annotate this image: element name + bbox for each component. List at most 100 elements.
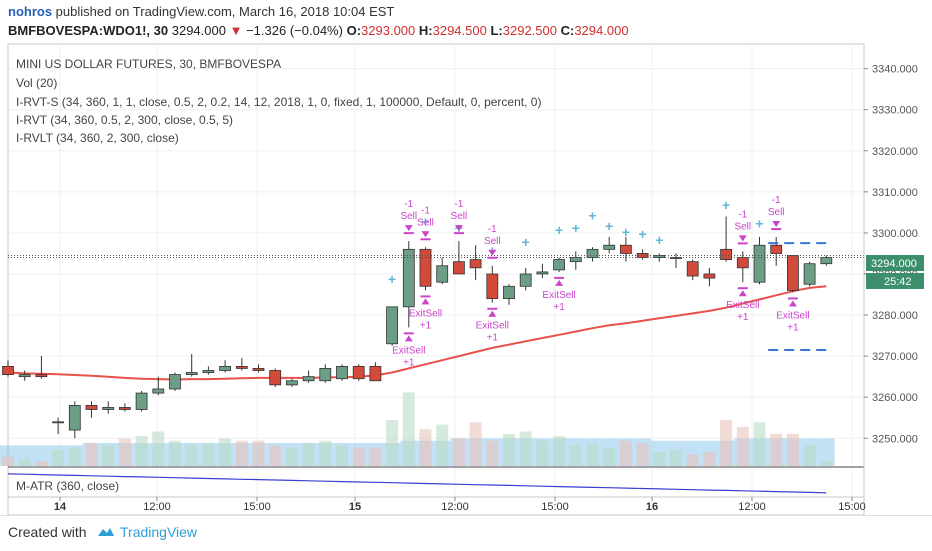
footer: Created with TradingView [0,515,932,551]
sell-signal-qty: -1 [454,199,463,210]
close-value: 3294.000 [574,23,629,38]
volume-bar [786,433,799,466]
exit-signal-qty: +1 [420,320,432,331]
candle-body [803,263,816,285]
price-tick-label: 3330.000 [872,105,918,117]
exit-signal-label: ExitSell [542,290,575,301]
candle-body [553,259,565,271]
volume-bar [536,440,549,466]
candle-body [152,388,165,394]
candle-body [336,365,348,380]
exit-signal-label: ExitSell [726,300,759,311]
buy-marker-icon: + [722,197,730,213]
tradingview-link[interactable]: TradingView [120,524,198,540]
legend-series-title[interactable]: MINI US DOLLAR FUTURES, 30, BMFBOVESPA [16,57,281,71]
legend-atr[interactable]: M-ATR (360, close) [16,479,119,493]
time-tick-label: 12:00 [738,501,766,513]
candle-body [85,404,98,410]
candle-body [102,407,115,410]
candle-body [636,253,649,258]
candle-body [503,285,515,300]
exit-arrow-icon [488,310,497,317]
legend-volume[interactable]: Vol (20) [16,76,57,90]
time-axis[interactable]: 14 12:00 15:00 15 12:00 15:00 16 12:00 15:00 [8,496,866,513]
candle-body [586,248,599,258]
volume-bar [285,447,298,466]
author-name[interactable]: nohros [8,4,53,19]
sell-signal-label: Sell [417,217,434,228]
time-tick-label: 12:00 [441,501,469,513]
time-tick-label: 15 [349,501,361,513]
grid-lines [8,44,864,515]
down-arrow-icon: ▼ [229,23,243,38]
candle-body [703,273,716,279]
candle-body [269,370,282,386]
created-with-text: Created with [8,524,87,540]
sell-signal-label: Sell [768,207,785,218]
candle-body [68,404,81,431]
exit-signal-label: ExitSell [392,345,425,356]
volume-bar [770,433,783,466]
candle-body [2,365,14,375]
exit-signal-qty: +1 [553,302,565,313]
candle-body [603,244,616,250]
candle-body [536,271,549,275]
volume-bar [118,438,131,466]
atr-line [7,473,827,494]
exit-signal-label: ExitSell [776,310,809,321]
moving-average-line [7,285,827,381]
volume-bar [319,440,332,466]
buy-marker-icon: + [622,224,630,240]
volume-bar [736,426,749,466]
sell-arrow-icon [454,225,463,232]
candle-body [720,248,732,261]
volume-bar [302,443,315,466]
buy-marker-icon: + [655,232,663,248]
candle-body [302,376,315,382]
exit-signal: ExitSell+1 [776,297,810,333]
volume-ma-band [33,445,50,466]
buy-marker-icon: + [522,234,530,250]
buy-marker-icon: + [421,214,429,230]
exit-signal-label: ExitSell [476,321,509,332]
volume-bar [419,429,432,466]
candle-body [352,365,365,380]
legend-rvlt[interactable]: I-RVLT (34, 360, 2, 300, close) [16,131,179,145]
buy-marker-icon: + [605,218,613,234]
volume-bar [135,436,148,466]
candle-body [620,244,632,254]
legend-rvt[interactable]: I-RVT (34, 360, 0.5, 2, 300, close, 0.5,… [16,113,233,127]
volume-bar [670,449,682,466]
exit-arrow-icon [738,290,747,297]
low-label: L: [490,23,503,38]
sell-arrow-icon [488,249,497,256]
time-tick-label: 15:00 [838,501,866,513]
volume-bar [703,452,716,466]
sell-signal-qty: -1 [404,199,413,210]
high-label: H: [418,23,433,38]
last-price-badge-text: 3294.000 [871,258,917,270]
price-tick-label: 3270.000 [872,351,918,363]
sell-arrow-icon [738,235,747,242]
publish-info: nohros published on TradingView.com, Mar… [8,4,394,19]
candle-body [686,261,699,277]
signal-layer: ++++++++++++++-1Sell-1Sell-1Sell-1Sell-1… [388,195,831,368]
exit-signal: ExitSell+1 [392,332,425,368]
tradingview-logo-icon[interactable] [96,525,116,539]
candle-body [18,374,31,378]
volume-bar [269,445,282,466]
candle-body [119,407,131,410]
price-tick-label: 3260.000 [872,392,918,404]
legend-rvt-s[interactable]: I-RVT-S (34, 360, 1, 1, close, 0.5, 2, 0… [16,95,541,109]
candle-body [219,365,232,371]
candle-body [285,380,298,386]
volume-bar [336,445,348,466]
price-chart[interactable]: ++++++++++++++-1Sell-1Sell-1Sell-1Sell-1… [0,0,932,515]
exit-signal-label: ExitSell [409,308,442,319]
price-change: −1.326 (−0.04%) [246,23,343,38]
price-tick-label: 3300.000 [872,228,918,240]
